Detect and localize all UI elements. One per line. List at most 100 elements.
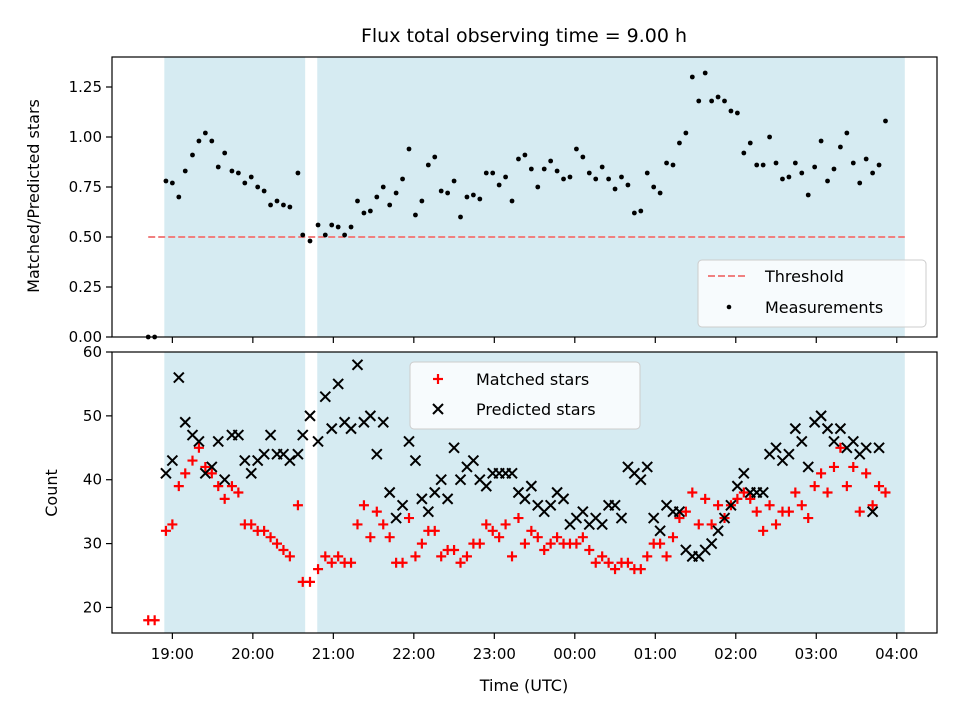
matched-point-17: [259, 525, 270, 536]
predicted-point-89: [738, 467, 750, 480]
top-y-tick-label-4: 1.00: [69, 128, 102, 146]
matched-point-101: [803, 513, 814, 524]
legend-predicted-label: Predicted stars: [476, 400, 596, 419]
measurement-point-51: [483, 170, 489, 176]
measurement-point-33: [367, 208, 373, 214]
matched-point-59: [532, 532, 543, 543]
matched-point-55: [507, 551, 518, 562]
predicted-point-49: [480, 480, 492, 492]
measurement-point-109: [857, 180, 863, 186]
measurement-point-59: [535, 184, 541, 190]
top-y-tick-label-5: 1.25: [69, 78, 102, 96]
measurement-point-61: [548, 158, 554, 164]
matched-point-66: [577, 532, 588, 543]
predicted-point-98: [796, 435, 808, 448]
measurement-point-18: [268, 202, 273, 208]
matched-point-34: [371, 506, 382, 517]
predicted-point-103: [828, 435, 840, 448]
predicted-point-36: [396, 499, 409, 511]
predicted-point-11: [232, 429, 245, 441]
predicted-point-94: [770, 442, 782, 454]
measurement-point-30: [348, 224, 354, 230]
matched-point-100: [796, 500, 807, 511]
measurement-point-102: [812, 164, 818, 170]
predicted-point-23: [312, 435, 324, 448]
predicted-point-67: [596, 518, 608, 531]
top-y-tick-label-3: 0.75: [69, 178, 102, 196]
predicted-point-97: [789, 422, 802, 435]
measurement-point-20: [281, 202, 286, 208]
measurement-point-14: [242, 180, 248, 186]
measurement-point-27: [329, 222, 335, 228]
matched-point-8: [200, 461, 211, 472]
top-panel: 0.00 0.25 0.50 0.75 1.00 1.25 Matched/Predict…: [24, 56, 938, 346]
measurement-point-38: [400, 176, 405, 182]
measurement-point-68: [593, 176, 599, 182]
matched-point-43: [429, 525, 440, 536]
matched-point-110: [861, 468, 872, 479]
matched-point-21: [284, 551, 295, 562]
measurement-point-98: [786, 174, 792, 180]
matched-point-12: [226, 481, 237, 492]
matched-point-4: [173, 481, 184, 492]
predicted-point-38: [409, 454, 422, 467]
legend-matched-swatch: [433, 374, 443, 384]
matched-point-94: [758, 525, 769, 536]
matched-point-48: [461, 551, 472, 562]
predicted-point-35: [390, 512, 402, 524]
matched-point-18: [265, 532, 276, 543]
matched-point-109: [854, 506, 865, 517]
predicted-point-37: [403, 435, 415, 448]
measurement-point-36: [387, 202, 393, 208]
measurement-point-19: [274, 198, 280, 204]
matched-point-6: [187, 455, 198, 466]
measurement-point-60: [541, 166, 547, 172]
predicted-point-92: [757, 486, 769, 499]
matched-point-103: [816, 468, 827, 479]
measurement-point-45: [445, 190, 451, 196]
predicted-point-70: [615, 512, 628, 524]
measurement-point-64: [567, 174, 573, 180]
predicted-point-69: [609, 499, 621, 511]
measurement-point-92: [747, 140, 753, 146]
matched-point-32: [358, 500, 369, 511]
measurement-point-12: [229, 168, 235, 174]
predicted-point-26: [332, 378, 344, 390]
measurement-point-86: [709, 98, 715, 104]
measurement-point-11: [222, 150, 228, 156]
predicted-point-21: [297, 429, 309, 441]
measurement-point-96: [773, 160, 779, 166]
bottom-x-tick-label-4: 23:00: [473, 645, 516, 663]
measurement-point-107: [844, 130, 850, 136]
bottom-x-tick-label-1: 20:00: [231, 645, 274, 663]
predicted-point-96: [783, 448, 795, 460]
matched-point-24: [305, 576, 315, 587]
measurement-point-24: [307, 238, 313, 244]
measurement-point-16: [255, 184, 261, 190]
matched-point-58: [526, 525, 537, 536]
matched-point-19: [272, 538, 282, 549]
matched-point-46: [449, 544, 460, 555]
measurement-point-77: [651, 184, 657, 190]
predicted-point-1: [166, 454, 179, 467]
matched-point-107: [841, 481, 852, 492]
bottom-x-tick-label-0: 19:00: [151, 645, 194, 663]
matched-point-86: [706, 519, 717, 530]
measurements-points: [145, 70, 888, 340]
measurement-point-43: [432, 154, 438, 160]
matched-point-98: [783, 506, 794, 517]
predicted-stars-points: [160, 359, 885, 563]
matched-point-28: [333, 551, 344, 562]
measurement-point-66: [580, 154, 586, 160]
top-legend: Threshold Measurements: [697, 259, 927, 328]
measurement-point-101: [805, 192, 811, 198]
bottom-y-tick-label-2: 40: [83, 471, 102, 489]
matched-point-31: [352, 519, 363, 530]
measurement-point-67: [586, 170, 592, 176]
matched-point-81: [674, 513, 685, 524]
predicted-point-16: [264, 429, 277, 441]
bottom-x-tick-label-6: 01:00: [634, 645, 677, 663]
measurement-point-26: [322, 232, 328, 238]
matched-point-61: [545, 538, 556, 549]
